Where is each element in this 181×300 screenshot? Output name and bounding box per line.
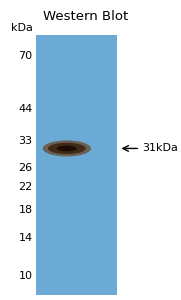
Ellipse shape: [48, 143, 86, 154]
Text: 26: 26: [18, 163, 33, 173]
Text: 18: 18: [18, 205, 33, 215]
Text: 44: 44: [18, 104, 33, 114]
Text: 22: 22: [18, 182, 33, 192]
Text: 14: 14: [18, 233, 33, 243]
Text: 31kDa: 31kDa: [142, 143, 178, 153]
Text: 10: 10: [19, 271, 33, 281]
Text: kDa: kDa: [11, 23, 33, 33]
Text: Western Blot: Western Blot: [43, 10, 128, 22]
Bar: [36, 34, 117, 295]
Text: 33: 33: [19, 136, 33, 146]
Ellipse shape: [57, 146, 77, 152]
Text: 70: 70: [18, 51, 33, 62]
Ellipse shape: [43, 140, 91, 156]
